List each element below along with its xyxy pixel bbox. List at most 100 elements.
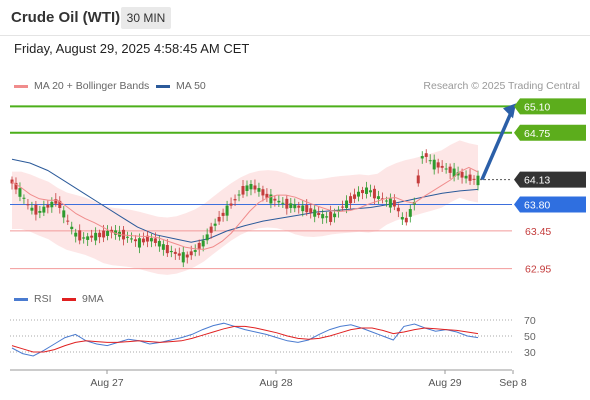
candle-body bbox=[353, 194, 357, 199]
price-label-text: 63.80 bbox=[524, 199, 550, 211]
candle-body bbox=[145, 235, 149, 242]
candle-body bbox=[42, 206, 46, 213]
candle-body bbox=[345, 200, 349, 209]
candle-body bbox=[460, 171, 464, 178]
candle-body bbox=[357, 191, 361, 197]
candle-body bbox=[325, 216, 329, 218]
candle-body bbox=[245, 185, 249, 191]
candle-body bbox=[261, 189, 265, 196]
legend-rsi: RSI bbox=[14, 293, 52, 305]
candle-body bbox=[432, 159, 436, 170]
legend-ma20-label: MA 20 + Bollinger Bands bbox=[34, 80, 150, 92]
candle-body bbox=[38, 210, 42, 213]
price-label-text: 63.45 bbox=[525, 226, 551, 238]
candle-body bbox=[50, 201, 54, 208]
candle-body bbox=[90, 235, 94, 238]
candle-body bbox=[349, 196, 353, 204]
rsi-tick-30: 30 bbox=[524, 347, 536, 359]
candle-body bbox=[440, 165, 444, 168]
legend-9ma: 9MA bbox=[62, 293, 104, 305]
candle-body bbox=[472, 178, 476, 180]
rsi-tick-70: 70 bbox=[524, 315, 536, 327]
candle-body bbox=[396, 207, 400, 212]
candle-body bbox=[114, 230, 118, 235]
candle-body bbox=[217, 216, 221, 222]
candle-body bbox=[305, 205, 309, 213]
candle-body bbox=[416, 175, 420, 184]
candle-body bbox=[404, 217, 408, 223]
candle-body bbox=[209, 226, 213, 233]
candle-body bbox=[106, 230, 110, 236]
candle-body bbox=[153, 238, 157, 243]
price-label-box bbox=[514, 98, 586, 115]
candle-body bbox=[321, 214, 325, 219]
candle-body bbox=[364, 187, 368, 194]
candle-body bbox=[392, 200, 396, 207]
price-label-text: 65.10 bbox=[524, 101, 550, 113]
candle-body bbox=[18, 188, 22, 197]
candle-body bbox=[197, 242, 201, 250]
price-label-box bbox=[514, 171, 586, 188]
candle-body bbox=[14, 182, 18, 190]
candle-body bbox=[205, 234, 209, 241]
candle-body bbox=[317, 212, 321, 216]
legend-ma50: MA 50 bbox=[156, 80, 206, 92]
candle-body bbox=[408, 209, 412, 217]
ma20-swatch bbox=[14, 84, 28, 88]
candle-body bbox=[241, 186, 245, 195]
rsi-9ma-line bbox=[11, 325, 479, 353]
candle-body bbox=[173, 251, 177, 254]
candle-body bbox=[360, 190, 364, 194]
candle-body bbox=[26, 204, 30, 206]
candle-body bbox=[249, 184, 253, 190]
legend-ma50-label: MA 50 bbox=[176, 80, 206, 92]
candle-body bbox=[189, 251, 193, 256]
price-label-box bbox=[514, 196, 586, 213]
price-label-text: 64.13 bbox=[524, 175, 550, 187]
candle-body bbox=[74, 232, 78, 237]
interval-button[interactable]: 30 MIN bbox=[121, 7, 171, 29]
candle-body bbox=[329, 211, 333, 222]
candle-body bbox=[149, 238, 153, 242]
candle-body bbox=[420, 156, 424, 159]
candle-body bbox=[372, 188, 376, 199]
instrument-title: Crude Oil (WTI) bbox=[11, 9, 121, 26]
candle-body bbox=[376, 196, 380, 199]
price-label-text: 64.75 bbox=[524, 128, 550, 140]
candle-body bbox=[341, 206, 345, 208]
candle-body bbox=[126, 236, 130, 238]
candle-body bbox=[30, 207, 34, 211]
candle-body bbox=[253, 185, 257, 190]
candle-body bbox=[54, 199, 58, 204]
rsi-tick-50: 50 bbox=[524, 331, 536, 343]
candle-body bbox=[161, 244, 165, 250]
candle-body bbox=[468, 174, 472, 181]
candle-body bbox=[309, 208, 313, 213]
candle-body bbox=[257, 188, 261, 192]
candle-body bbox=[137, 238, 141, 248]
candle-body bbox=[46, 204, 50, 208]
candle-body bbox=[400, 217, 404, 220]
price-label-65.10: 65.10 bbox=[514, 98, 586, 115]
rsi-swatch bbox=[14, 297, 28, 301]
candle-body bbox=[301, 205, 305, 212]
price-label-62.95: 62.95 bbox=[525, 264, 551, 276]
timestamp: Friday, August 29, 2025 4:58:45 AM CET bbox=[14, 41, 250, 56]
ma20-line bbox=[11, 166, 479, 250]
projection-arrow bbox=[480, 109, 514, 181]
candle-body bbox=[277, 200, 281, 203]
x-tick-Aug 28: Aug 28 bbox=[259, 377, 292, 389]
candle-body bbox=[388, 198, 392, 208]
candle-body bbox=[165, 245, 169, 254]
rsi-line bbox=[11, 322, 479, 357]
bollinger-band bbox=[12, 140, 478, 275]
candle-body bbox=[225, 205, 229, 216]
candle-body bbox=[213, 223, 217, 226]
candle-body bbox=[157, 240, 161, 247]
candle-body bbox=[424, 153, 428, 157]
candle-body bbox=[281, 202, 285, 204]
candle-body bbox=[428, 160, 432, 162]
candle-body bbox=[185, 254, 189, 258]
candle-body bbox=[384, 200, 388, 202]
